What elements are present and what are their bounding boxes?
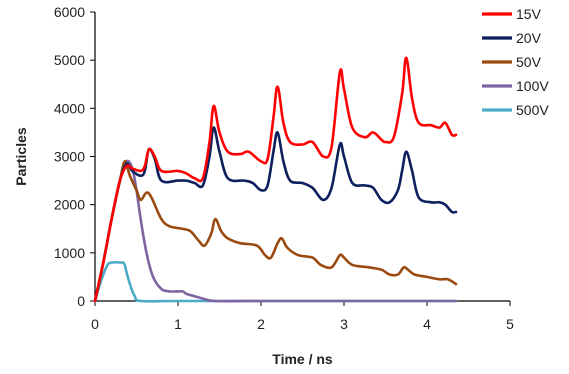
x-tick-label: 2 (257, 316, 265, 332)
series-layer (93, 56, 458, 303)
y-tick-label: 0 (77, 293, 85, 309)
x-tick-label: 4 (423, 316, 431, 332)
legend: 15V 20V 50V 100V 500V (482, 6, 549, 118)
x-tick-label: 0 (91, 316, 99, 332)
x-tick-label: 5 (506, 316, 514, 332)
series-line-100v (93, 159, 458, 303)
legend-label-20v: 20V (516, 30, 542, 46)
y-axis-title: Particles (13, 127, 29, 186)
series-line-20v (93, 126, 458, 303)
x-axis-title: Time / ns (272, 351, 333, 367)
legend-label-15v: 15V (516, 6, 542, 22)
legend-label-500v: 500V (516, 102, 549, 118)
axes: 0 1000 2000 3000 4000 5000 6000 0 1 2 3 4 5 Time / ns… (13, 4, 514, 367)
x-tick-label: 1 (174, 316, 182, 332)
y-tick-label: 1000 (54, 245, 85, 261)
series-line-15v (93, 56, 458, 303)
series-line-50v (93, 159, 458, 303)
y-tick-label: 3000 (54, 149, 85, 165)
legend-label-100v: 100V (516, 78, 549, 94)
y-tick-label: 5000 (54, 52, 85, 68)
y-tick-label: 2000 (54, 197, 85, 213)
legend-label-50v: 50V (516, 54, 542, 70)
y-tick-label: 4000 (54, 100, 85, 116)
y-tick-label: 6000 (54, 4, 85, 20)
x-tick-label: 3 (340, 316, 348, 332)
